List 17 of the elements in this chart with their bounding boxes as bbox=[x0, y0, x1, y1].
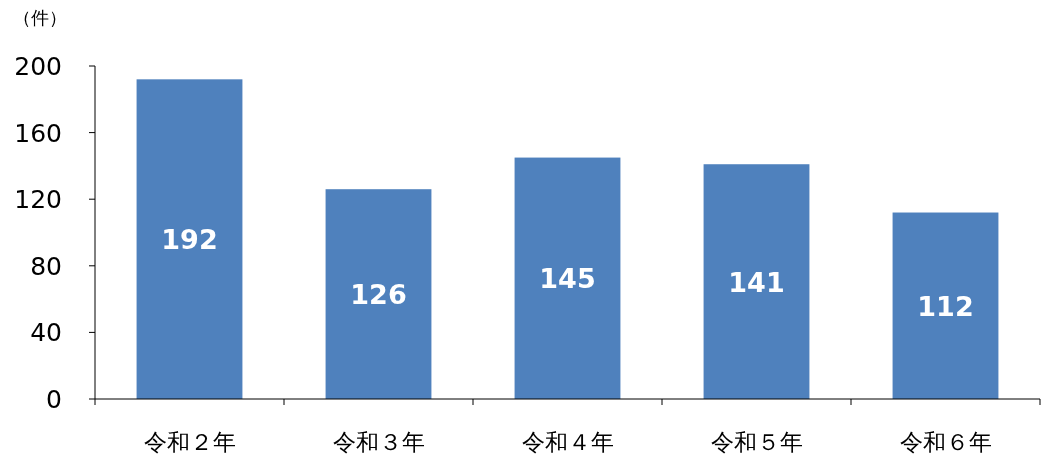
y-tick-label: 40 bbox=[30, 318, 62, 348]
y-tick-label: 80 bbox=[30, 251, 62, 281]
x-tick-label: 令和６年 bbox=[899, 429, 992, 455]
y-axis-title: （件） bbox=[13, 7, 67, 28]
y-tick-label: 0 bbox=[46, 385, 62, 414]
x-tick-label: 令和３年 bbox=[332, 429, 425, 455]
data-label: 145 bbox=[539, 263, 596, 295]
y-tick-label: 200 bbox=[14, 52, 62, 81]
data-label: 126 bbox=[350, 279, 407, 311]
x-tick-label: 令和４年 bbox=[521, 429, 614, 455]
x-tick-label: 令和５年 bbox=[710, 429, 803, 455]
y-tick-label: 120 bbox=[14, 185, 62, 215]
x-tick-label: 令和２年 bbox=[143, 429, 236, 455]
data-label: 141 bbox=[728, 266, 785, 298]
y-tick-label: 160 bbox=[14, 118, 62, 148]
data-label: 192 bbox=[161, 224, 218, 256]
data-label: 112 bbox=[917, 290, 974, 322]
